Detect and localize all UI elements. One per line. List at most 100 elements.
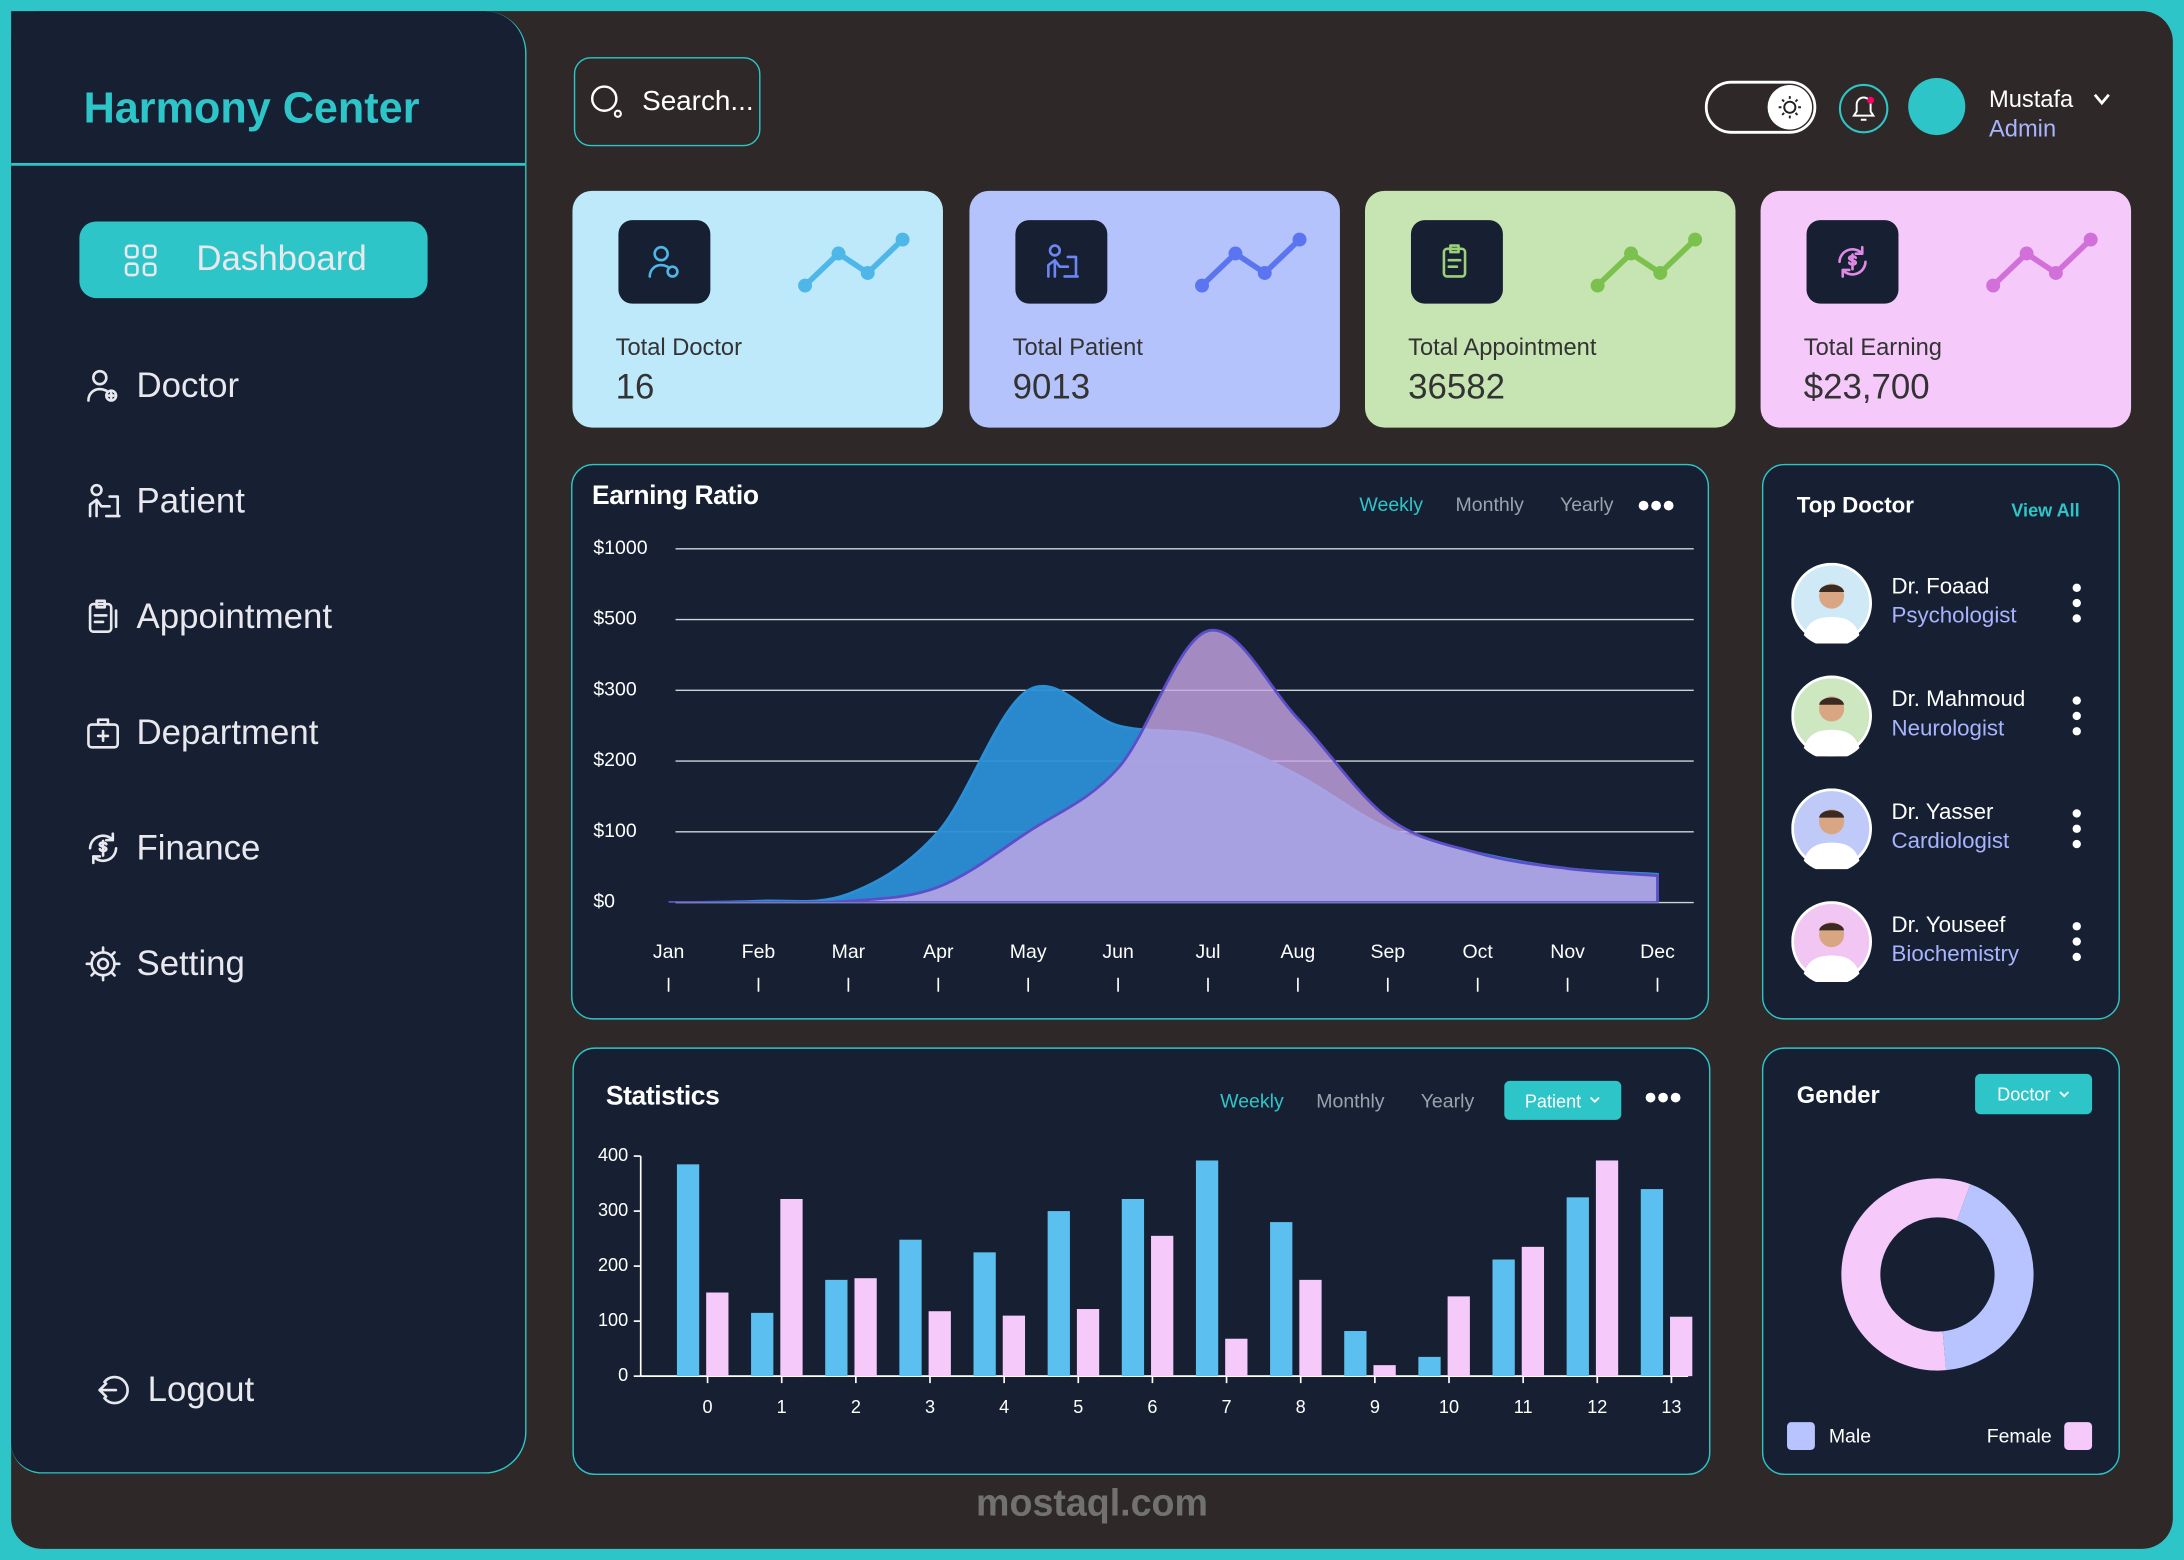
- bar: [1640, 1189, 1664, 1377]
- sun-knob: [1767, 84, 1813, 130]
- doctor-icon: [87, 369, 118, 402]
- card-label: Total Appointment: [1408, 334, 1597, 361]
- bar: [1121, 1198, 1145, 1377]
- tab[interactable]: Monthly: [1316, 1089, 1385, 1112]
- area: [668, 628, 1659, 903]
- bar: [1195, 1160, 1219, 1377]
- nav-label: Finance: [136, 828, 261, 868]
- doctor-specialty: Biochemistry: [1891, 942, 2020, 967]
- bar: [1344, 1331, 1367, 1377]
- tab[interactable]: Weekly: [1359, 493, 1424, 516]
- setting-icon: [85, 946, 121, 982]
- nav-item[interactable]: Appointment: [84, 589, 332, 645]
- user-menu-chevron[interactable]: [2092, 91, 2112, 108]
- trend-icon: [798, 232, 910, 293]
- x-tick-label: 7: [1222, 1397, 1232, 1417]
- doctor-avatar: [1791, 562, 1872, 644]
- legend-label: Female: [1987, 1426, 2052, 1448]
- department-icon: [87, 718, 119, 749]
- donut-slice: [1841, 1178, 1971, 1371]
- bar: [854, 1278, 877, 1377]
- doctor-menu[interactable]: [2070, 921, 2084, 963]
- view-all-link[interactable]: View All: [2011, 500, 2080, 521]
- x-tick-label: 3: [925, 1397, 935, 1417]
- tab[interactable]: Weekly: [1220, 1089, 1284, 1112]
- filter-dropdown[interactable]: Doctor: [1975, 1073, 2093, 1115]
- nav-label: Department: [136, 712, 319, 752]
- doctor-avatar: [1791, 675, 1872, 757]
- nav-item[interactable]: Doctor: [84, 358, 239, 414]
- doctor-menu[interactable]: [2070, 695, 2084, 737]
- y-tick-label: 0: [618, 1365, 628, 1385]
- doctor-menu[interactable]: [2070, 582, 2084, 624]
- nav-item[interactable]: Finance: [84, 820, 261, 876]
- x-tick-label: Feb: [742, 941, 776, 963]
- stat-card: Total Appointment 36582: [1364, 190, 1736, 428]
- x-tick-label: Apr: [923, 941, 954, 963]
- bar: [1151, 1235, 1174, 1377]
- search-box[interactable]: Search...: [573, 57, 761, 147]
- sidebar: Harmony Center Dashboard Doctor Patient …: [11, 11, 527, 1474]
- patient-icon: [88, 483, 121, 518]
- panel-title: Earning Ratio: [591, 481, 759, 512]
- more-menu[interactable]: [1638, 499, 1677, 513]
- x-tick-label: Jun: [1102, 941, 1133, 963]
- doctor-name: Dr. Mahmoud: [1891, 688, 2026, 712]
- doctor-name: Dr. Yasser: [1891, 800, 1994, 825]
- bar: [1002, 1315, 1026, 1377]
- y-tick-label: $500: [593, 608, 637, 630]
- stat-card: Total Earning $23,700: [1760, 190, 2132, 428]
- y-tick-label: 400: [598, 1145, 628, 1165]
- y-tick-label: $300: [593, 678, 637, 700]
- nav-label: Dashboard: [196, 239, 367, 279]
- filter-label: Patient: [1524, 1089, 1582, 1111]
- bar: [1373, 1365, 1396, 1377]
- y-tick-label: $200: [593, 749, 637, 771]
- tab[interactable]: Yearly: [1559, 493, 1614, 516]
- bar: [706, 1292, 729, 1377]
- bar: [1670, 1316, 1693, 1377]
- card-icon: [1806, 220, 1899, 304]
- bar: [973, 1252, 996, 1377]
- theme-toggle[interactable]: [1704, 80, 1817, 134]
- filter-dropdown[interactable]: Patient: [1504, 1080, 1622, 1120]
- tab[interactable]: Yearly: [1420, 1089, 1475, 1112]
- tab[interactable]: Monthly: [1455, 493, 1524, 516]
- doctor-menu[interactable]: [2070, 808, 2084, 850]
- y-tick-label: 300: [598, 1200, 628, 1220]
- user-avatar[interactable]: [1908, 77, 1966, 136]
- patient-icon: [1047, 244, 1079, 278]
- notification-bell[interactable]: [1838, 83, 1889, 134]
- bar: [1595, 1160, 1619, 1377]
- y-tick-label: 200: [598, 1255, 628, 1275]
- search-icon: [590, 85, 622, 118]
- legend-swatch: [2064, 1422, 2093, 1450]
- bar: [1225, 1338, 1248, 1377]
- more-menu[interactable]: [1645, 1091, 1684, 1105]
- chevron: [2059, 1090, 2070, 1097]
- doctor-avatar: [1791, 788, 1872, 870]
- legend-label: Male: [1829, 1426, 1871, 1448]
- nav-item[interactable]: Setting: [84, 936, 245, 992]
- x-tick-label: Sep: [1370, 941, 1405, 963]
- x-tick-label: 5: [1073, 1397, 1083, 1417]
- bar: [751, 1312, 774, 1377]
- x-tick-label: Jul: [1196, 941, 1221, 963]
- logout[interactable]: Logout: [95, 1362, 254, 1418]
- card-value: 9013: [1012, 367, 1091, 407]
- y-tick-label: $100: [593, 820, 637, 842]
- finance-icon: [88, 832, 118, 865]
- y-tick-label: $0: [593, 891, 615, 913]
- bar: [928, 1311, 951, 1377]
- nav-item[interactable]: Patient: [84, 474, 245, 530]
- x-tick-label: May: [1010, 941, 1047, 963]
- x-tick-label: 4: [999, 1397, 1009, 1417]
- y-tick-label: 100: [598, 1310, 628, 1330]
- nav-item[interactable]: Dashboard: [79, 221, 428, 299]
- nav-item[interactable]: Department: [84, 705, 319, 761]
- x-tick-label: Dec: [1640, 941, 1675, 963]
- card-value: 36582: [1408, 367, 1506, 407]
